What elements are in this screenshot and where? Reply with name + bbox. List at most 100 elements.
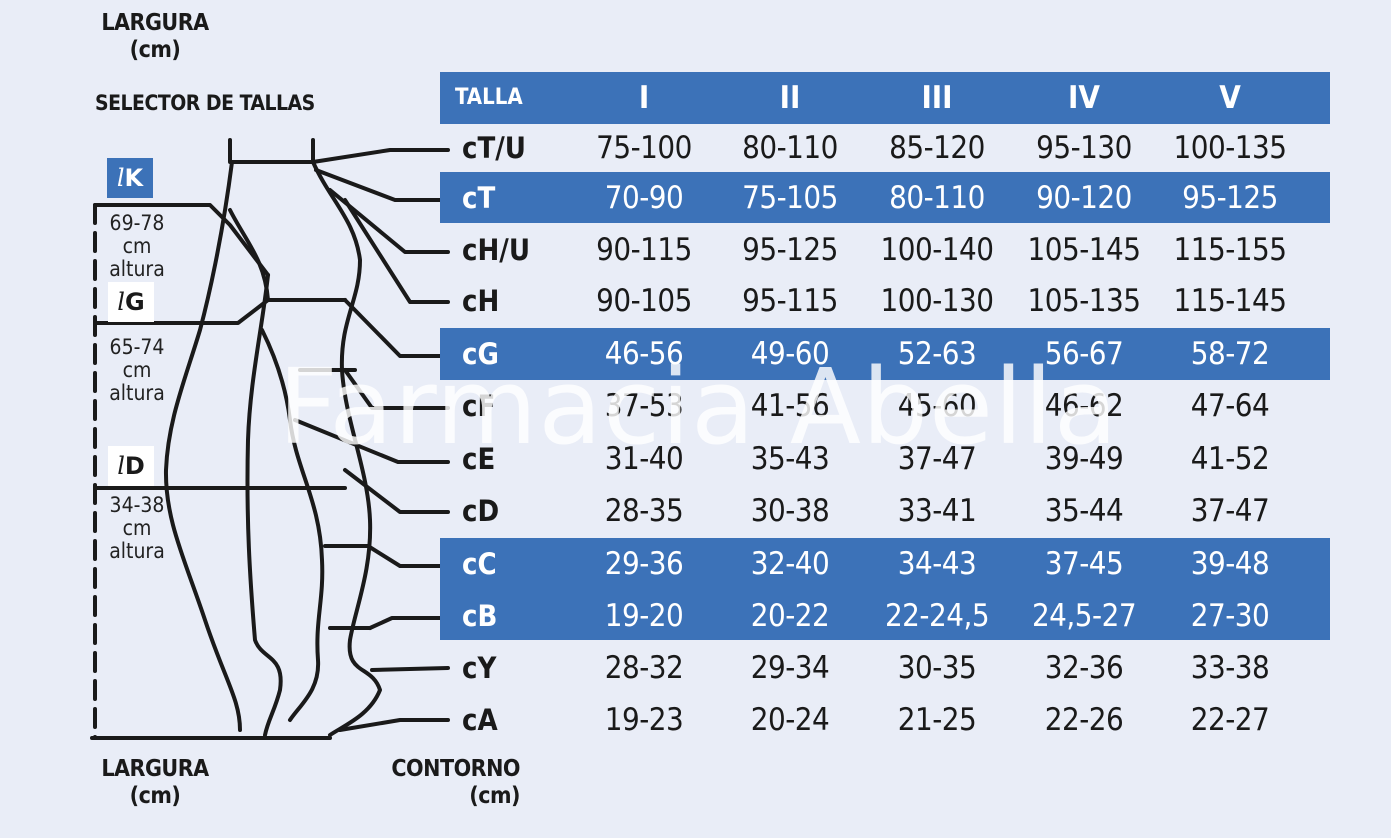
row-band-cT bbox=[440, 172, 1330, 223]
table-cell: 24,5-27 bbox=[1031, 598, 1137, 634]
row-label: cC bbox=[462, 547, 497, 581]
leader-cE bbox=[293, 418, 450, 464]
table-cell: 46-56 bbox=[604, 336, 684, 372]
row-label: cY bbox=[462, 651, 497, 685]
table-cell: 30-35 bbox=[897, 650, 977, 686]
table-cell: 22-27 bbox=[1190, 702, 1270, 738]
table-cell: 39-49 bbox=[1044, 441, 1124, 477]
table-cell: 22-24,5 bbox=[884, 598, 990, 634]
bottom-length-unit: LARGURA (cm) bbox=[101, 756, 209, 809]
zone-range-d: 34-38 cm altura bbox=[109, 493, 165, 563]
table-cell: 90-115 bbox=[596, 232, 692, 268]
table-cell: 30-38 bbox=[750, 493, 830, 529]
table-cell: 95-125 bbox=[1182, 180, 1278, 216]
table-cell: 37-45 bbox=[1044, 546, 1124, 582]
zone-range-g: 65-74 cm altura bbox=[109, 335, 165, 405]
table-cell: 85-120 bbox=[889, 130, 985, 166]
level-k bbox=[93, 203, 270, 277]
table-cell: 41-56 bbox=[750, 388, 830, 424]
table-cell: 29-34 bbox=[750, 650, 830, 686]
header-size-2: II bbox=[779, 80, 801, 116]
table-cell: 22-26 bbox=[1044, 702, 1124, 738]
table-cell: 45-60 bbox=[897, 388, 977, 424]
leader-cD bbox=[343, 468, 450, 514]
leader-cB bbox=[368, 616, 450, 630]
table-cell: 41-52 bbox=[1190, 441, 1270, 477]
table-cell: 49-60 bbox=[750, 336, 830, 372]
leader-cTU bbox=[311, 148, 450, 164]
table-cell: 32-36 bbox=[1044, 650, 1124, 686]
waist-line bbox=[228, 138, 315, 164]
table-cell: 115-155 bbox=[1173, 232, 1287, 268]
table-cell: 95-130 bbox=[1036, 130, 1132, 166]
top-unit-label: LARGURA bbox=[101, 10, 209, 36]
table-cell: 20-24 bbox=[750, 702, 830, 738]
table-cell: 37-53 bbox=[604, 388, 684, 424]
leg-outline-right bbox=[311, 160, 382, 737]
top-length-unit: LARGURA (cm) bbox=[80, 10, 230, 64]
table-cell: 29-36 bbox=[604, 546, 684, 582]
zone-badge-g: lG bbox=[108, 282, 154, 322]
row-band-cG bbox=[440, 328, 1330, 380]
leader-cC bbox=[366, 544, 450, 568]
table-cell: 28-32 bbox=[604, 650, 684, 686]
header-size-3: III bbox=[921, 80, 953, 116]
table-cell: 100-140 bbox=[880, 232, 994, 268]
table-cell: 47-64 bbox=[1190, 388, 1270, 424]
table-cell: 33-38 bbox=[1190, 650, 1270, 686]
table-cell: 39-48 bbox=[1190, 546, 1270, 582]
table-cell: 95-115 bbox=[742, 283, 838, 319]
table-cell: 33-41 bbox=[897, 493, 977, 529]
zone-range-k: 69-78 cm altura bbox=[109, 211, 165, 281]
table-cell: 70-90 bbox=[604, 180, 684, 216]
leader-cY bbox=[370, 666, 450, 672]
table-cell: 19-20 bbox=[604, 598, 684, 634]
table-cell: 80-110 bbox=[742, 130, 838, 166]
table-cell: 31-40 bbox=[604, 441, 684, 477]
table-cell: 34-43 bbox=[897, 546, 977, 582]
table-cell: 58-72 bbox=[1190, 336, 1270, 372]
leg-outline-inner bbox=[245, 273, 283, 737]
leg-outline-left bbox=[163, 160, 242, 732]
table-cell: 105-145 bbox=[1027, 232, 1141, 268]
table-cell: 35-44 bbox=[1044, 493, 1124, 529]
row-label: cB bbox=[462, 599, 498, 633]
table-cell: 90-105 bbox=[596, 283, 692, 319]
table-cell: 20-22 bbox=[750, 598, 830, 634]
header-size-5: V bbox=[1219, 80, 1241, 116]
table-cell: 75-100 bbox=[596, 130, 692, 166]
zone-badge-d: lD bbox=[108, 446, 154, 486]
row-label: cE bbox=[462, 442, 496, 476]
row-label: cD bbox=[462, 494, 500, 528]
row-label: cF bbox=[462, 389, 496, 423]
row-label: cA bbox=[462, 703, 498, 737]
leader-cHU bbox=[328, 188, 450, 254]
top-unit-cm: (cm) bbox=[129, 37, 181, 63]
table-cell: 35-43 bbox=[750, 441, 830, 477]
table-cell: 28-35 bbox=[604, 493, 684, 529]
table-cell: 100-135 bbox=[1173, 130, 1287, 166]
table-cell: 27-30 bbox=[1190, 598, 1270, 634]
table-header-band bbox=[440, 72, 1330, 124]
row-label: cG bbox=[462, 337, 499, 371]
table-cell: 21-25 bbox=[897, 702, 977, 738]
table-cell: 19-23 bbox=[604, 702, 684, 738]
table-cell: 56-67 bbox=[1044, 336, 1124, 372]
row-label: cT bbox=[462, 181, 496, 215]
table-cell: 75-105 bbox=[742, 180, 838, 216]
header-size-4: IV bbox=[1068, 80, 1100, 116]
contorno-unit: CONTORNO (cm) bbox=[391, 756, 520, 809]
table-cell: 46-62 bbox=[1044, 388, 1124, 424]
header-talla: TALLA bbox=[455, 85, 523, 110]
leg-outline-mid bbox=[260, 328, 325, 722]
zone-badge-k: lK bbox=[107, 158, 153, 198]
table-cell: 90-120 bbox=[1036, 180, 1132, 216]
leader-cT bbox=[314, 168, 450, 202]
table-cell: 100-130 bbox=[880, 283, 994, 319]
table-cell: 37-47 bbox=[1190, 493, 1270, 529]
row-label: cH bbox=[462, 284, 500, 318]
selector-title: SELECTOR DE TALLAS bbox=[95, 91, 315, 115]
table-cell: 52-63 bbox=[897, 336, 977, 372]
row-label: cT/U bbox=[462, 131, 526, 165]
